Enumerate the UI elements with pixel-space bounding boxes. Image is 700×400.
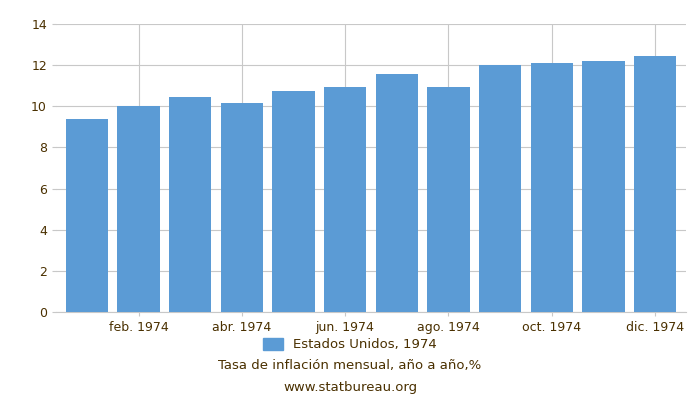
Bar xyxy=(427,87,470,312)
Bar xyxy=(376,74,418,312)
Text: www.statbureau.org: www.statbureau.org xyxy=(283,381,417,394)
Legend: Estados Unidos, 1974: Estados Unidos, 1974 xyxy=(258,332,442,356)
Bar xyxy=(479,65,522,312)
Bar xyxy=(169,97,211,312)
Bar xyxy=(582,61,624,312)
Bar xyxy=(634,56,676,312)
Bar xyxy=(531,63,573,312)
Bar xyxy=(272,91,315,312)
Bar xyxy=(118,106,160,312)
Bar xyxy=(66,119,108,312)
Bar xyxy=(220,102,263,312)
Bar xyxy=(324,87,366,312)
Text: Tasa de inflación mensual, año a año,%: Tasa de inflación mensual, año a año,% xyxy=(218,360,482,372)
